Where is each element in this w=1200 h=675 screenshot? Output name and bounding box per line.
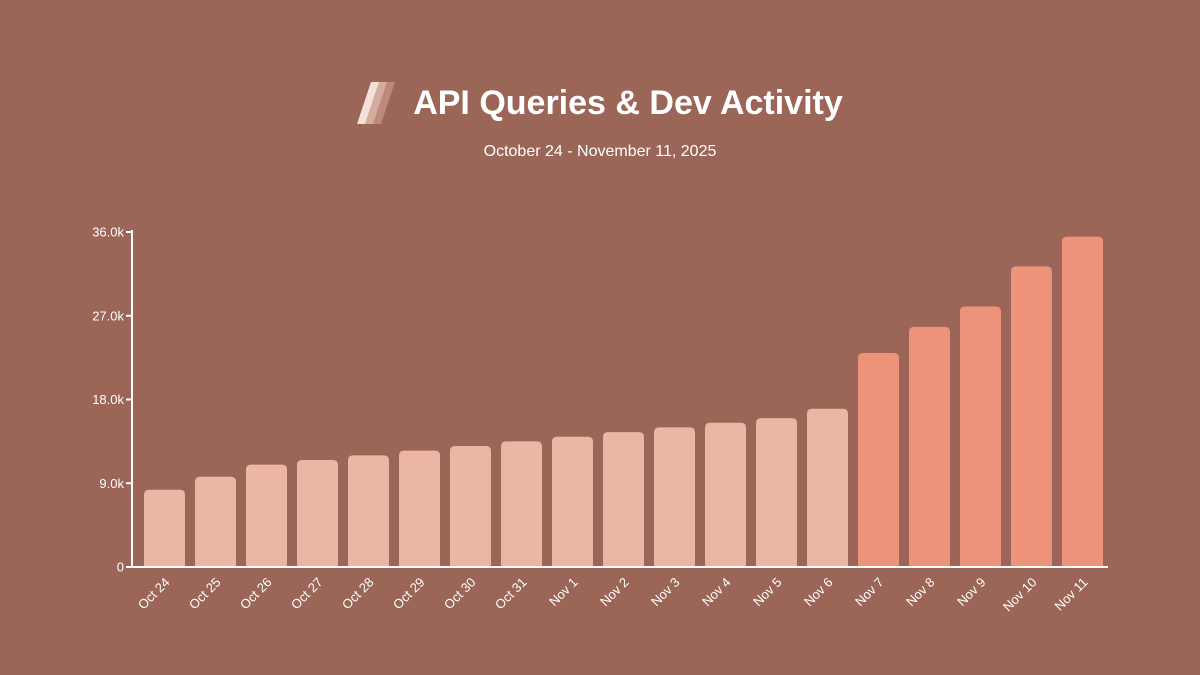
x-tick-label: Nov 7 <box>852 575 887 610</box>
x-tick-label: Oct 30 <box>441 575 479 613</box>
bar <box>297 459 338 567</box>
triple-slash-logo-icon <box>357 82 396 124</box>
y-tick-label: 27.0k <box>92 308 124 323</box>
bar <box>501 441 542 567</box>
x-tick-label: Nov 5 <box>750 575 785 610</box>
x-tick-label: Oct 29 <box>390 575 428 613</box>
bar <box>960 306 1001 567</box>
chart-title: API Queries & Dev Activity <box>413 84 843 122</box>
y-tick-label: 36.0k <box>92 225 124 240</box>
x-tick-label: Oct 25 <box>186 575 224 613</box>
bar <box>807 408 848 567</box>
bar <box>705 422 746 567</box>
x-tick-label: Nov 3 <box>648 575 683 610</box>
bar <box>654 427 695 567</box>
x-tick-label: Nov 6 <box>801 575 836 610</box>
y-tick-label: 18.0k <box>92 392 124 407</box>
bar <box>552 436 593 567</box>
x-tick-label: Nov 1 <box>546 575 581 610</box>
x-tick-label: Nov 8 <box>903 575 938 610</box>
x-tick-label: Oct 28 <box>339 575 377 613</box>
chart-header: API Queries & Dev Activity October 24 - … <box>0 78 1200 161</box>
title-row: API Queries & Dev Activity <box>357 78 843 128</box>
bar <box>348 455 389 567</box>
bar <box>1062 236 1103 567</box>
x-tick-label: Nov 11 <box>1052 575 1091 614</box>
bar <box>1011 266 1052 567</box>
bar <box>144 489 185 567</box>
bar <box>450 446 491 567</box>
x-tick-label: Nov 2 <box>597 575 632 610</box>
x-tick-label: Oct 31 <box>492 575 530 613</box>
bar <box>399 450 440 567</box>
bars <box>144 236 1103 567</box>
x-tick-label: Nov 4 <box>699 575 734 610</box>
y-tick-label: 9.0k <box>99 476 124 491</box>
x-tick-label: Oct 26 <box>237 575 275 613</box>
bar <box>756 418 797 567</box>
x-tick-label: Nov 9 <box>954 575 989 610</box>
bar <box>246 464 287 567</box>
chart-subtitle: October 24 - November 11, 2025 <box>483 143 717 160</box>
x-tick-label: Nov 10 <box>1000 575 1040 615</box>
x-tick-label: Oct 24 <box>135 575 173 613</box>
y-tick-label: 0 <box>117 560 124 575</box>
bar <box>603 432 644 567</box>
bar <box>858 352 899 567</box>
bar <box>909 326 950 567</box>
bar <box>195 476 236 567</box>
x-tick-label: Oct 27 <box>288 575 326 613</box>
